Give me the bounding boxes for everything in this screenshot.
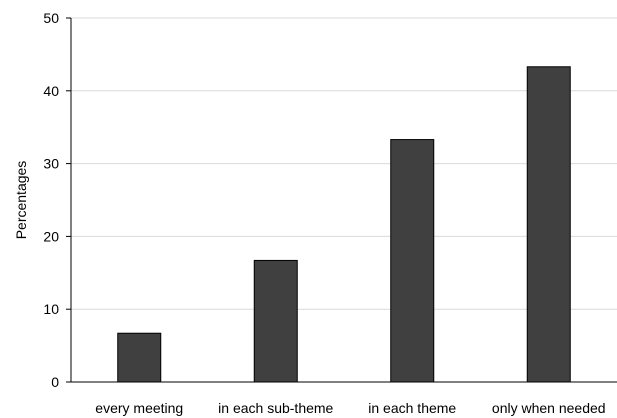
y-tick-label: 50	[43, 10, 59, 26]
grid-lines	[71, 17, 617, 310]
y-tick-label: 20	[43, 228, 59, 244]
x-tick-labels: every meeting in each sub-theme in each th…	[95, 400, 605, 416]
y-tick-label: 40	[43, 83, 59, 99]
bars	[117, 66, 571, 383]
x-tick-label: in each theme	[368, 400, 456, 416]
x-tick-label: in each sub-theme	[218, 400, 333, 416]
y-tick-label: 10	[43, 301, 59, 317]
y-tick-labels: 0 10 20 30 40 50	[43, 10, 71, 390]
bar	[253, 259, 298, 383]
bar	[117, 332, 162, 383]
y-tick-label: 30	[43, 156, 59, 172]
bar	[390, 139, 435, 383]
x-tick-label: only when needed	[492, 400, 606, 416]
x-tick-label: every meeting	[95, 400, 183, 416]
axes	[70, 18, 617, 383]
y-tick-label: 0	[51, 374, 59, 390]
bar	[526, 66, 571, 383]
y-axis-title: Percentages	[13, 161, 29, 240]
